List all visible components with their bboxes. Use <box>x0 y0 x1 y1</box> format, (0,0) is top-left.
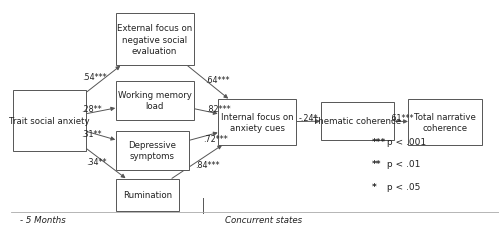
FancyBboxPatch shape <box>116 14 194 66</box>
Text: - 5 Months: - 5 Months <box>20 215 66 224</box>
Text: .31**: .31** <box>81 129 102 138</box>
FancyBboxPatch shape <box>116 131 189 170</box>
Text: Concurrent states: Concurrent states <box>226 215 302 224</box>
FancyBboxPatch shape <box>320 102 394 141</box>
Text: External focus on
negative social
evaluation: External focus on negative social evalua… <box>117 24 192 55</box>
Text: Trait social anxiety: Trait social anxiety <box>10 117 90 126</box>
Text: Total narrative
coherence: Total narrative coherence <box>414 112 476 132</box>
Text: .54***: .54*** <box>82 73 107 82</box>
Text: .64***: .64*** <box>206 76 230 85</box>
Text: Thematic coherence: Thematic coherence <box>313 117 401 126</box>
Text: Depressive
symptoms: Depressive symptoms <box>128 141 176 161</box>
Text: p < .05: p < .05 <box>384 183 420 191</box>
Text: ***: *** <box>372 137 386 146</box>
FancyBboxPatch shape <box>13 91 86 152</box>
Text: .84***: .84*** <box>196 160 220 169</box>
Text: p < .01: p < .01 <box>384 160 420 169</box>
FancyBboxPatch shape <box>218 100 296 145</box>
Text: Working memory
load: Working memory load <box>118 91 192 111</box>
Text: **: ** <box>372 160 382 169</box>
Text: .82***: .82*** <box>206 105 231 114</box>
FancyBboxPatch shape <box>116 179 179 211</box>
Text: .72***: .72*** <box>203 135 228 144</box>
Text: p < .001: p < .001 <box>384 137 426 146</box>
Text: *: * <box>372 183 376 191</box>
Text: .28**: .28** <box>81 105 102 114</box>
Text: -.24*: -.24* <box>298 113 318 122</box>
Text: Rumination: Rumination <box>123 190 172 199</box>
Text: .34**: .34** <box>86 157 106 166</box>
Text: Internal focus on
anxiety cues: Internal focus on anxiety cues <box>221 112 294 132</box>
FancyBboxPatch shape <box>116 82 194 120</box>
Text: .61***: .61*** <box>389 113 413 122</box>
FancyBboxPatch shape <box>408 100 482 145</box>
